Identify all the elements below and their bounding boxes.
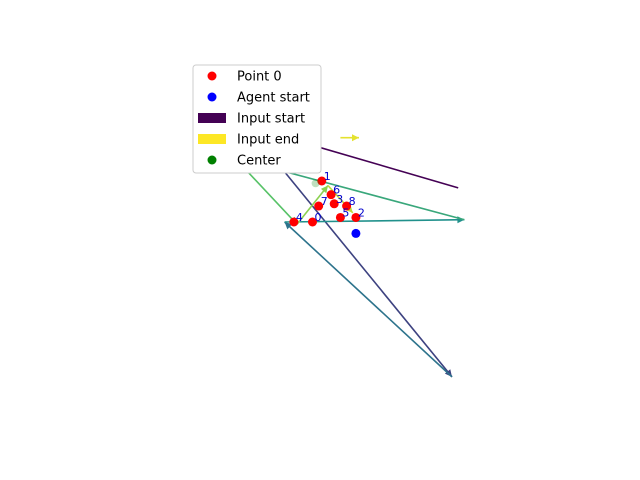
- point-labels: 0 1 2 3 4 567 8: [296, 170, 365, 224]
- data-point: [342, 201, 352, 211]
- point-label: 1: [324, 170, 331, 183]
- data-point: [317, 176, 327, 186]
- legend-entry: Agent start: [207, 91, 310, 106]
- legend-swatch: [198, 134, 226, 144]
- legend: Point 0 Agent start Input start Input end Ce…: [192, 64, 322, 174]
- data-point: [289, 217, 299, 227]
- data-point: [326, 190, 336, 200]
- data-point: [351, 212, 361, 222]
- data-point: [335, 212, 345, 222]
- data-point: [308, 217, 317, 227]
- point-label: 5: [342, 206, 349, 219]
- legend-entry: Point 0: [207, 70, 282, 85]
- legend-label: Agent start: [237, 91, 310, 106]
- legend-entry: Input start: [198, 112, 305, 127]
- data-point: [314, 201, 324, 211]
- point-label: 6: [333, 184, 340, 197]
- input-arrow: [296, 185, 329, 225]
- point-label: 8: [349, 195, 356, 208]
- input-arrow: [284, 221, 453, 378]
- legend-entry: Center: [207, 154, 281, 169]
- data-point: [329, 199, 339, 209]
- input-arrow: [340, 134, 359, 142]
- point-label: 3: [336, 193, 343, 206]
- agent-start-point: [351, 228, 361, 238]
- legend-marker: [207, 71, 217, 81]
- legend-label: Input start: [237, 112, 305, 127]
- arrow-head: [320, 185, 328, 194]
- center-point: [311, 179, 320, 188]
- point-label: 0: [315, 211, 322, 224]
- data-points: [289, 176, 361, 238]
- legend-marker: [207, 155, 217, 165]
- legend-marker: [207, 92, 217, 102]
- point-label: 4: [296, 211, 303, 224]
- legend-swatch: [198, 113, 226, 123]
- point-label: 2: [358, 206, 365, 219]
- legend-frame: [192, 64, 322, 174]
- legend-label: Input end: [237, 133, 299, 148]
- arrow-head: [352, 134, 359, 142]
- legend-label: Center: [237, 154, 281, 169]
- point-label: 7: [321, 195, 328, 208]
- legend-entry: Input end: [198, 133, 299, 148]
- legend-label: Point 0: [237, 70, 282, 85]
